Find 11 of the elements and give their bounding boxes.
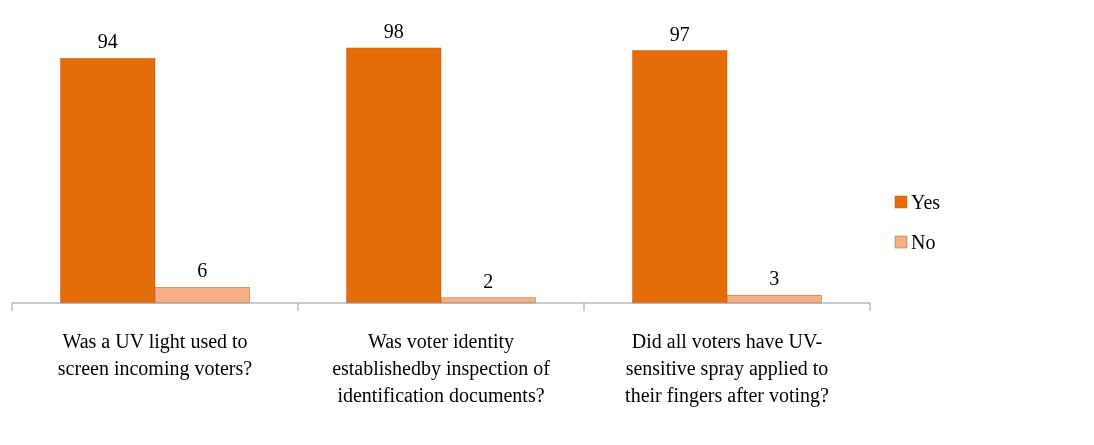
x-tick-label: Was a UV light used to screen incoming voters?: [57, 330, 253, 380]
data-label: 94: [97, 30, 118, 53]
x-tick-label: Was voter identity establishedby inspection of identification documents?: [332, 330, 551, 406]
data-label: 97: [669, 22, 690, 45]
data-label: 2: [483, 269, 494, 292]
legend-label: Yes: [911, 191, 941, 213]
data-label: 6: [197, 259, 208, 282]
legend-label: No: [911, 231, 936, 253]
data-label: 3: [769, 267, 780, 290]
data-label: 98: [383, 20, 404, 42]
x-tick-label: Did all voters have UV-sensitive spray applied to their fingers after voting?: [625, 330, 830, 407]
